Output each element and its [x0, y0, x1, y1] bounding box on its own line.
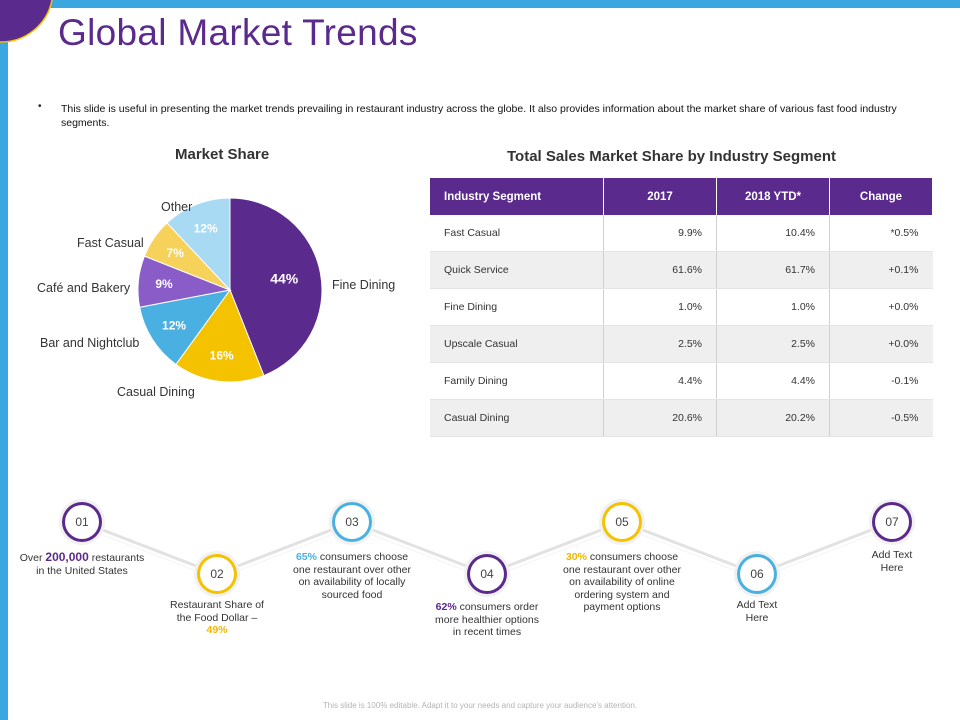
footer-note: This slide is 100% editable. Adapt it to… [322, 701, 638, 710]
step-02-marker: 02 [200, 557, 234, 591]
header-2017: 2017 [603, 178, 717, 215]
left-accent-bar [0, 0, 8, 720]
step-04-text: 62% consumers order more healthier optio… [431, 601, 543, 639]
table-row: Fine Dining 1.0% 1.0% +0.0% [430, 288, 933, 326]
header-industry-segment: Industry Segment [430, 178, 604, 215]
header-2018-ytd: 2018 YTD* [716, 178, 830, 215]
step-07-text: Add Text Here [871, 549, 913, 574]
pie-slice-0 [229, 197, 323, 377]
table-row: Family Dining 4.4% 4.4% -0.1% [430, 362, 933, 400]
step-text-post: consumers order more healthier options i… [435, 601, 539, 638]
step-text-highlight: 49% [206, 624, 228, 636]
table-title: Total Sales Market Share by Industry Seg… [507, 148, 836, 165]
table-row: Casual Dining 20.6% 20.2% -0.5% [430, 399, 933, 437]
step-04-marker: 04 [470, 557, 504, 591]
pie-value-label-3: 9% [155, 277, 173, 291]
cell-segment: Upscale Casual [430, 325, 604, 363]
table-row: Upscale Casual 2.5% 2.5% +0.0% [430, 325, 933, 363]
top-accent-bar [0, 0, 960, 8]
step-text-post: restaurants in the United States [36, 552, 145, 577]
pie-value-label-4: 7% [167, 246, 185, 260]
cell-2017: 20.6% [603, 399, 717, 437]
cell-segment: Quick Service [430, 251, 604, 289]
cell-2017: 61.6% [603, 251, 717, 289]
step-text-pre: Restaurant Share of the Food Dollar – [170, 599, 264, 624]
pie-label-fine-dining: Fine Dining [332, 278, 396, 292]
step-text-highlight: 65% [295, 551, 317, 563]
step-03-text: 65% consumers choose one restaurant over… [291, 551, 413, 601]
cell-2017: 4.4% [603, 362, 717, 400]
pie-value-label-2: 12% [162, 318, 186, 332]
cell-2018: 2.5% [716, 325, 830, 363]
step-05-marker: 05 [605, 505, 639, 539]
pie-slice-2 [139, 289, 232, 366]
pie-chart-title: Market Share [175, 146, 270, 163]
step-01-text: Over 200,000 restaurants in the United S… [17, 551, 147, 577]
page-title: Global Market Trends [58, 12, 418, 53]
pie-label-casual-dining: Casual Dining [117, 385, 195, 399]
cell-change: -0.1% [829, 362, 933, 400]
intro-text: This slide is useful in presenting the m… [61, 103, 897, 129]
step-02-text: Restaurant Share of the Food Dollar – 49… [169, 599, 265, 637]
step-text-post: consumers choose one restaurant over oth… [293, 551, 411, 601]
step-03-marker: 03 [335, 505, 369, 539]
step-text-highlight: 30% [565, 551, 587, 563]
bullet-icon: • [38, 101, 42, 112]
pie-value-label-0: 44% [270, 271, 299, 287]
cell-change: +0.0% [829, 288, 933, 326]
pie-label-cafe-bakery: Café and Bakery [37, 281, 131, 295]
corner-decoration [0, 0, 53, 43]
cell-2017: 2.5% [603, 325, 717, 363]
cell-2018: 4.4% [716, 362, 830, 400]
cell-segment: Fine Dining [430, 288, 604, 326]
cell-2018: 20.2% [716, 399, 830, 437]
step-06-marker: 06 [740, 557, 774, 591]
cell-change: *0.5% [829, 215, 933, 252]
cell-2017: 9.9% [603, 215, 717, 252]
pie-slice-1 [175, 288, 265, 383]
cell-segment: Casual Dining [430, 399, 604, 437]
cell-2018: 1.0% [716, 288, 830, 326]
step-text-pre: Over [19, 552, 46, 564]
cell-2018: 61.7% [716, 251, 830, 289]
cell-change: +0.1% [829, 251, 933, 289]
table-row: Quick Service 61.6% 61.7% +0.1% [430, 251, 933, 289]
pie-value-label-5: 12% [194, 221, 218, 235]
cell-segment: Fast Casual [430, 215, 604, 252]
cell-change: -0.5% [829, 399, 933, 437]
step-05-text: 30% consumers choose one restaurant over… [561, 551, 683, 614]
cell-change: +0.0% [829, 325, 933, 363]
cell-2017: 1.0% [603, 288, 717, 326]
pie-value-label-1: 16% [210, 349, 234, 363]
pie-label-bar-nightclub: Bar and Nightclub [40, 336, 140, 350]
cell-2018: 10.4% [716, 215, 830, 252]
step-07-marker: 07 [875, 505, 909, 539]
pie-slice-5 [166, 197, 231, 292]
table-header-row: Industry Segment 2017 2018 YTD* Change [430, 178, 933, 215]
step-text-highlight: 200,000 [45, 550, 89, 564]
table-row: Fast Casual 9.9% 10.4% *0.5% [430, 215, 933, 252]
pie-label-other: Other [161, 200, 193, 214]
pie-label-fast-casual: Fast Casual [77, 236, 144, 250]
industry-segment-table: Industry Segment 2017 2018 YTD* Change F… [430, 178, 933, 437]
step-text-post: consumers choose one restaurant over oth… [563, 551, 681, 613]
step-06-text: Add Text Here [736, 599, 778, 624]
step-text-highlight: 62% [435, 601, 457, 613]
header-change: Change [829, 178, 933, 215]
cell-segment: Family Dining [430, 362, 604, 400]
step-01-marker: 01 [65, 505, 99, 539]
